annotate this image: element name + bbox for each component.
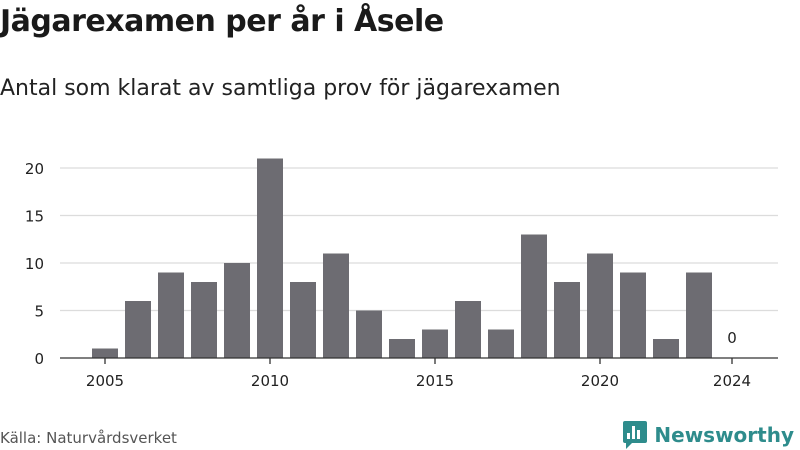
bar-2014 — [389, 339, 415, 358]
chart-title: Jägarexamen per år i Åsele — [0, 4, 444, 39]
bars — [92, 158, 712, 358]
x-tick-label: 2005 — [86, 372, 124, 390]
bar-chart-logo-icon — [623, 421, 648, 449]
y-tick-label: 20 — [25, 160, 44, 178]
bar-2006 — [125, 301, 151, 358]
x-axis: 2005 2010 2015 2020 2024 — [60, 357, 778, 390]
bar-2017 — [488, 329, 514, 358]
source-note: Källa: Naturvårdsverket — [0, 429, 177, 447]
bar-2011 — [290, 282, 316, 358]
annotations: 0 — [727, 329, 737, 347]
bar-2016 — [455, 301, 481, 358]
chart-subtitle: Antal som klarat av samtliga prov för jä… — [0, 76, 561, 101]
bar-2023 — [686, 272, 712, 358]
bar-2005 — [92, 348, 118, 358]
bar-2010 — [257, 158, 283, 358]
x-tick-label: 2015 — [416, 372, 454, 390]
newsworthy-logo: Newsworthy — [622, 420, 794, 450]
y-tick-label: 5 — [34, 303, 44, 321]
x-tick-label: 2010 — [251, 372, 289, 390]
data-label: 0 — [727, 329, 737, 347]
bar-2022 — [653, 339, 679, 358]
y-tick-label: 10 — [25, 255, 44, 273]
bar-2021 — [620, 272, 646, 358]
bar-2013 — [356, 310, 382, 358]
bar-2018 — [521, 234, 547, 358]
bar-2019 — [554, 282, 580, 358]
bar-2015 — [422, 329, 448, 358]
y-tick-label: 0 — [34, 350, 44, 368]
bar-2012 — [323, 253, 349, 358]
bar-2007 — [158, 272, 184, 358]
x-tick-label: 2020 — [581, 372, 619, 390]
brand-name: Newsworthy — [654, 423, 794, 447]
bar-2008 — [191, 282, 217, 358]
bar-2020 — [587, 253, 613, 358]
y-axis-ticks: 0 5 10 15 20 — [25, 160, 44, 368]
y-tick-label: 15 — [25, 208, 44, 226]
bar-2009 — [224, 263, 250, 358]
x-tick-label: 2024 — [713, 372, 751, 390]
